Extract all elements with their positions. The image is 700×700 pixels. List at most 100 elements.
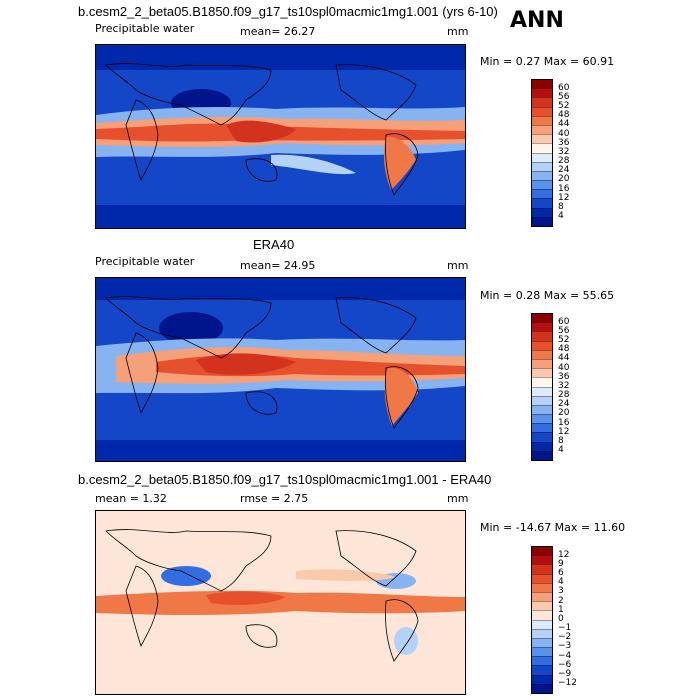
obs-colorbar-swatch [532,395,552,405]
obs-colorbar-tick: 12 [558,427,570,437]
obs-colorbar-swatch [532,368,552,378]
diff-units-label: mm [447,492,469,505]
model-colorbar-tick: 20 [558,174,570,184]
diff-colorbar-tick: 3 [558,586,564,596]
diff-colorbar-tick: −12 [558,678,577,688]
diff-field-samerica-negative [394,627,418,655]
model-colorbar-swatch [532,88,552,98]
obs-colorbar-swatch [532,331,552,341]
diff-field-warm-pool-positive [206,591,286,605]
model-colorbar-swatch [532,170,552,181]
obs-colorbar-tick: 40 [558,363,570,373]
diff-colorbar-tick: −3 [558,641,572,651]
model-colorbar-swatch [532,216,552,226]
obs-colorbar-tick: 36 [558,372,570,382]
obs-colorbar-swatch [532,432,552,442]
model-colorbar-tick: 12 [558,193,570,203]
obs-colorbar-tick: 4 [558,445,564,455]
model-colorbar-swatch [532,106,552,116]
obs-map-field [96,278,465,461]
obs-colorbar-swatch [532,423,552,433]
obs-colorbar-tick: 56 [558,326,570,336]
model-colorbar-swatch [532,161,552,171]
model-minmax-label: Min = 0.27 Max = 60.91 [480,55,615,68]
diff-coastlines [105,529,419,662]
diff-colorbar-swatch [532,582,552,592]
obs-field-north-pole [96,278,465,300]
obs-colorbar-tick: 44 [558,353,570,363]
obs-colorbar-tick: 16 [558,418,570,428]
obs-colorbar-swatch [532,340,552,350]
diff-field-asia-negative [161,566,211,586]
model-colorbar-swatch [532,134,552,144]
obs-mean-label: mean= 24.95 [240,259,316,272]
model-colorbar-labels: 60 56 52 48 44 40 36 32 28 24 20 16 12 8… [558,79,588,225]
obs-units-label: mm [447,259,469,272]
model-colorbar-swatch [532,152,552,162]
model-map [95,44,466,229]
obs-colorbar-tick: 48 [558,344,570,354]
diff-colorbar-swatch [532,637,552,648]
model-colorbar-tick: 28 [558,156,570,166]
diff-colorbar-swatch [532,656,552,666]
diff-colorbar-swatch [532,647,552,657]
model-field-spcz [271,154,356,175]
model-colorbar-swatch [532,143,552,153]
model-colorbar [531,79,553,227]
model-map-field [96,45,465,228]
diff-colorbar-swatch [532,573,552,583]
model-colorbar-swatch [532,207,552,217]
model-mean-label: mean= 26.27 [240,25,316,38]
model-colorbar-swatch [532,180,552,190]
obs-colorbar-tick: 20 [558,408,570,418]
obs-colorbar-tick: 52 [558,335,570,345]
diff-colorbar-tick: 6 [558,568,564,578]
diff-colorbar-swatch [532,628,552,638]
model-colorbar-tick: 60 [558,83,570,93]
diff-colorbar-swatch [532,665,552,675]
diff-colorbar-tick: 0 [558,614,564,624]
diff-colorbar-tick: 9 [558,559,564,569]
obs-field-amazon [384,367,418,426]
obs-colorbar-tick: 28 [558,390,570,400]
diff-colorbar-tick: −6 [558,660,572,670]
diff-colorbar-tick: −1 [558,623,572,633]
diff-colorbar-tick: −4 [558,651,572,661]
obs-minmax-label: Min = 0.28 Max = 55.65 [480,289,615,302]
model-colorbar-tick: 40 [558,129,570,139]
model-colorbar-swatch [532,97,552,107]
diff-colorbar-swatch [532,610,552,620]
model-colorbar-swatch [532,115,552,125]
diff-mean-label: mean = 1.32 [95,492,167,505]
model-colorbar-swatch [532,198,552,208]
model-colorbar-swatch [532,124,552,135]
obs-colorbar-swatch [532,322,552,332]
diff-map [95,510,466,695]
diff-colorbar [531,546,553,694]
obs-colorbar [531,313,553,461]
diff-colorbar-swatch [532,591,552,602]
obs-field-warm-pool [196,353,296,375]
obs-field-south-pole [96,440,465,461]
obs-colorbar-tick: 24 [558,399,570,409]
diff-field-tropical-positive [96,590,465,615]
obs-colorbar-swatch [532,349,552,359]
diff-colorbar-swatch [532,555,552,565]
model-variable-label: Precipitable water [95,22,195,35]
diff-colorbar-swatch [532,683,552,693]
obs-colorbar-swatch [532,358,552,369]
model-colorbar-tick: 56 [558,92,570,102]
obs-colorbar-swatch [532,404,552,415]
obs-variable-label: Precipitable water [95,255,195,268]
diff-colorbar-swatch [532,564,552,574]
model-colorbar-tick: 8 [558,202,564,212]
model-colorbar-tick: 44 [558,119,570,129]
obs-colorbar-swatch [532,377,552,387]
diff-colorbar-swatch [532,674,552,684]
diff-colorbar-tick: 12 [558,550,570,560]
diff-colorbar-tick: −9 [558,669,572,679]
obs-field-tibet-low [159,312,223,344]
model-colorbar-tick: 52 [558,101,570,111]
model-field-warm-pool [226,120,296,143]
obs-colorbar-tick: 8 [558,436,564,446]
